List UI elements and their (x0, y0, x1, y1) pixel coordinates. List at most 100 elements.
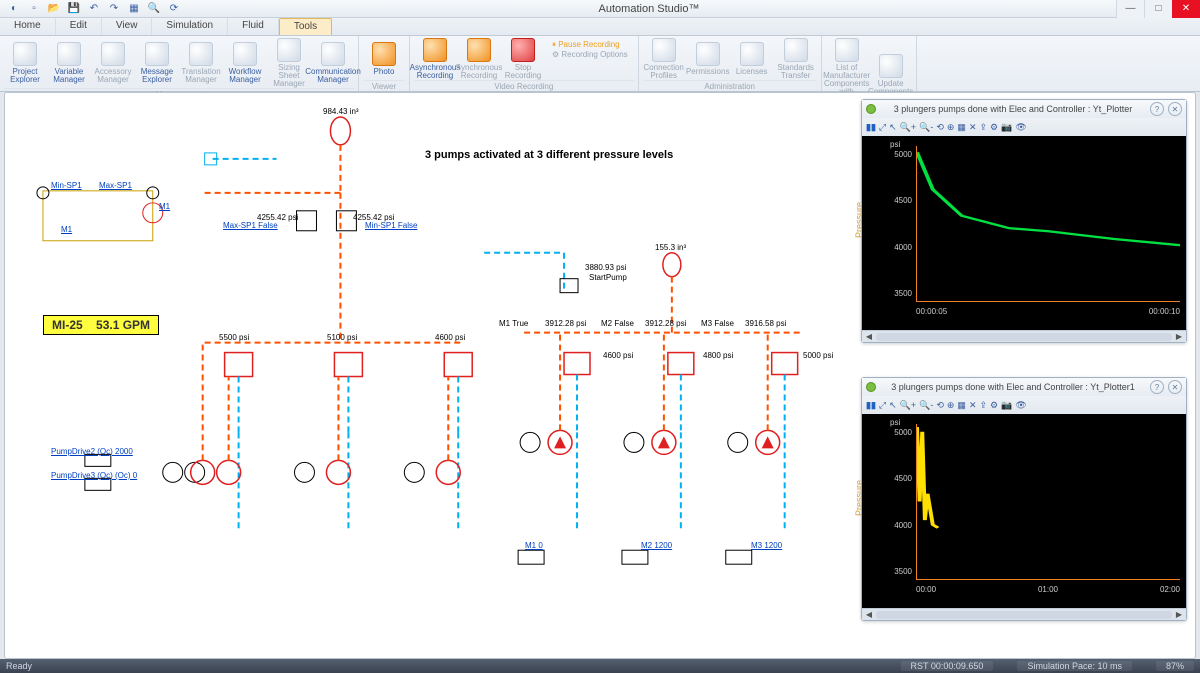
zoomin-icon[interactable]: 🔍+ (900, 400, 916, 411)
ribbon-group-administration: Connection ProfilesPermissionsLicensesSt… (639, 36, 822, 91)
tab-tools[interactable]: Tools (279, 18, 332, 35)
plotter-chart[interactable]: psiPressure500045004000350000:0001:0002:… (862, 414, 1186, 608)
pumpB0-base: 4600 psi (603, 351, 633, 360)
help-icon[interactable]: ? (1150, 380, 1164, 394)
pumpB1-psi: 3912.28 psi (645, 319, 686, 328)
qat-redo-icon[interactable]: ↷ (106, 2, 122, 16)
ribbon-btn-label: Standards Transfer (775, 64, 817, 80)
ribbon-btn-icon (57, 42, 81, 66)
ribbon-btn-variable-manager[interactable]: Variable Manager (48, 38, 90, 88)
snapshot-icon[interactable]: 📷 (1001, 122, 1012, 133)
tab-simulation[interactable]: Simulation (152, 18, 228, 35)
qat-new-icon[interactable]: ▫ (26, 2, 42, 16)
pause-icon[interactable]: ▮▮ (866, 400, 876, 411)
run-indicator-icon (866, 104, 876, 114)
motor-link-1[interactable]: M2 1200 (641, 541, 672, 550)
qat-logo-icon[interactable]: ◐ (6, 2, 22, 16)
ribbon-btn-icon (511, 38, 535, 62)
maximize-button[interactable]: □ (1144, 0, 1172, 18)
ribbon-btn-icon (652, 38, 676, 62)
qat-refresh-icon[interactable]: ⟳ (166, 2, 182, 16)
ribbon-btn-label: Sizing Sheet Manager (268, 64, 310, 88)
pumpdrive3-link[interactable]: PumpDrive3 (Oc) (Oc) 0 (51, 471, 137, 480)
ribbon-btn-project-explorer[interactable]: Project Explorer (4, 38, 46, 88)
ribbon-btn-communication-manager[interactable]: Communication Manager (312, 38, 354, 88)
autoscale-icon[interactable]: ⤢ (879, 122, 886, 133)
settings-icon[interactable]: ⚙ (990, 400, 998, 411)
motor-link-0[interactable]: M1 0 (525, 541, 543, 550)
zoomout-icon[interactable]: 🔍- (919, 122, 933, 133)
minimize-button[interactable]: — (1116, 0, 1144, 18)
status-pace: Simulation Pace: 10 ms (1017, 661, 1132, 671)
motor-link-2[interactable]: M3 1200 (751, 541, 782, 550)
plotter-scrollbar[interactable]: ◀▶ (862, 330, 1186, 342)
qat-undo-icon[interactable]: ↶ (86, 2, 102, 16)
export-icon[interactable]: ⇪ (979, 400, 987, 411)
ribbon-btn-label: Photo (374, 68, 395, 76)
reset-icon[interactable]: ⟲ (936, 122, 944, 133)
plotter-toolbar: ▮▮⤢↖🔍+🔍-⟲⊕▦✕⇪⚙📷👁 (862, 118, 1186, 136)
close-button[interactable]: ✕ (1172, 0, 1200, 18)
zoomin-icon[interactable]: 🔍+ (900, 122, 916, 133)
plotter-scrollbar[interactable]: ◀▶ (862, 608, 1186, 620)
ribbon-btn-icon (101, 42, 125, 66)
delete-icon[interactable]: ✕ (969, 122, 977, 133)
qat-save-icon[interactable]: 💾 (66, 2, 82, 16)
settings-icon[interactable]: ⚙ (990, 122, 998, 133)
ribbon-btn-label: Project Explorer (4, 68, 46, 84)
marker-icon[interactable]: ⊕ (947, 122, 955, 133)
marker-icon[interactable]: ⊕ (947, 400, 955, 411)
qat-open-icon[interactable]: 📂 (46, 2, 62, 16)
snapshot-icon[interactable]: 📷 (1001, 400, 1012, 411)
pumpdrive2-link[interactable]: PumpDrive2 (Oc) 2000 (51, 447, 133, 456)
plot-area (916, 424, 1180, 580)
tab-home[interactable]: Home (0, 18, 56, 35)
ribbon-btn-permissions: Permissions (687, 38, 729, 80)
pause-icon[interactable]: ▮▮ (866, 122, 876, 133)
ribbon-btn-stop-recording: Stop Recording (502, 38, 544, 80)
window-buttons: — □ ✕ (1116, 0, 1200, 18)
max-sp1-link[interactable]: Max-SP1 (99, 181, 132, 190)
ribbon-group-label: Video Recording (414, 80, 634, 91)
autoscale-icon[interactable]: ⤢ (879, 400, 886, 411)
reset-icon[interactable]: ⟲ (936, 400, 944, 411)
help-icon[interactable]: ? (1150, 102, 1164, 116)
gauge-readout: MI-25 53.1 GPM (43, 315, 159, 335)
recording-extra: ⏸ Pause Recording⚙ Recording Options (546, 38, 634, 80)
plotter-chart[interactable]: psiPressure500045004000350000:00:0500:00… (862, 136, 1186, 330)
close-icon[interactable]: ✕ (1168, 380, 1182, 394)
eye-icon[interactable]: 👁 (1015, 122, 1026, 133)
ribbon-btn-asynchronous-recording[interactable]: Asynchronous Recording (414, 38, 456, 80)
ribbon-btn-icon (879, 54, 903, 78)
max-sp1-false[interactable]: Max-SP1 False (223, 221, 278, 230)
ribbon-btn-label: Asynchronous Recording (410, 64, 461, 80)
ribbon-btn-label: Permissions (686, 68, 730, 76)
recording-options[interactable]: ⚙ Recording Options (552, 50, 628, 59)
tab-fluid[interactable]: Fluid (228, 18, 279, 35)
tab-edit[interactable]: Edit (56, 18, 102, 35)
startpump-label: StartPump (589, 273, 627, 282)
min-sp1-link[interactable]: Min-SP1 (51, 181, 82, 190)
qat-grid-icon[interactable]: ▦ (126, 2, 142, 16)
min-sp1-false[interactable]: Min-SP1 False (365, 221, 417, 230)
gauge-value: 53.1 GPM (96, 318, 150, 332)
eye-icon[interactable]: 👁 (1015, 400, 1026, 411)
pumpB0-psi: 3912.28 psi (545, 319, 586, 328)
m1-link[interactable]: M1 (159, 202, 170, 211)
grid-icon[interactable]: ▦ (957, 400, 966, 411)
close-icon[interactable]: ✕ (1168, 102, 1182, 116)
grid-icon[interactable]: ▦ (957, 122, 966, 133)
qat-zoom-icon[interactable]: 🔍 (146, 2, 162, 16)
zoomout-icon[interactable]: 🔍- (919, 400, 933, 411)
ribbon-btn-message-explorer[interactable]: Message Explorer (136, 38, 178, 88)
cursor-icon[interactable]: ↖ (889, 400, 897, 411)
ribbon-btn-icon (784, 38, 808, 62)
ribbon-btn-workflow-manager[interactable]: Workflow Manager (224, 38, 266, 88)
ribbon-btn-label: Translation Manager (180, 68, 222, 84)
ribbon-btn-icon (740, 42, 764, 66)
export-icon[interactable]: ⇪ (979, 122, 987, 133)
cursor-icon[interactable]: ↖ (889, 122, 897, 133)
tab-view[interactable]: View (102, 18, 153, 35)
delete-icon[interactable]: ✕ (969, 400, 977, 411)
ribbon-btn-photo[interactable]: Photo (363, 38, 405, 80)
